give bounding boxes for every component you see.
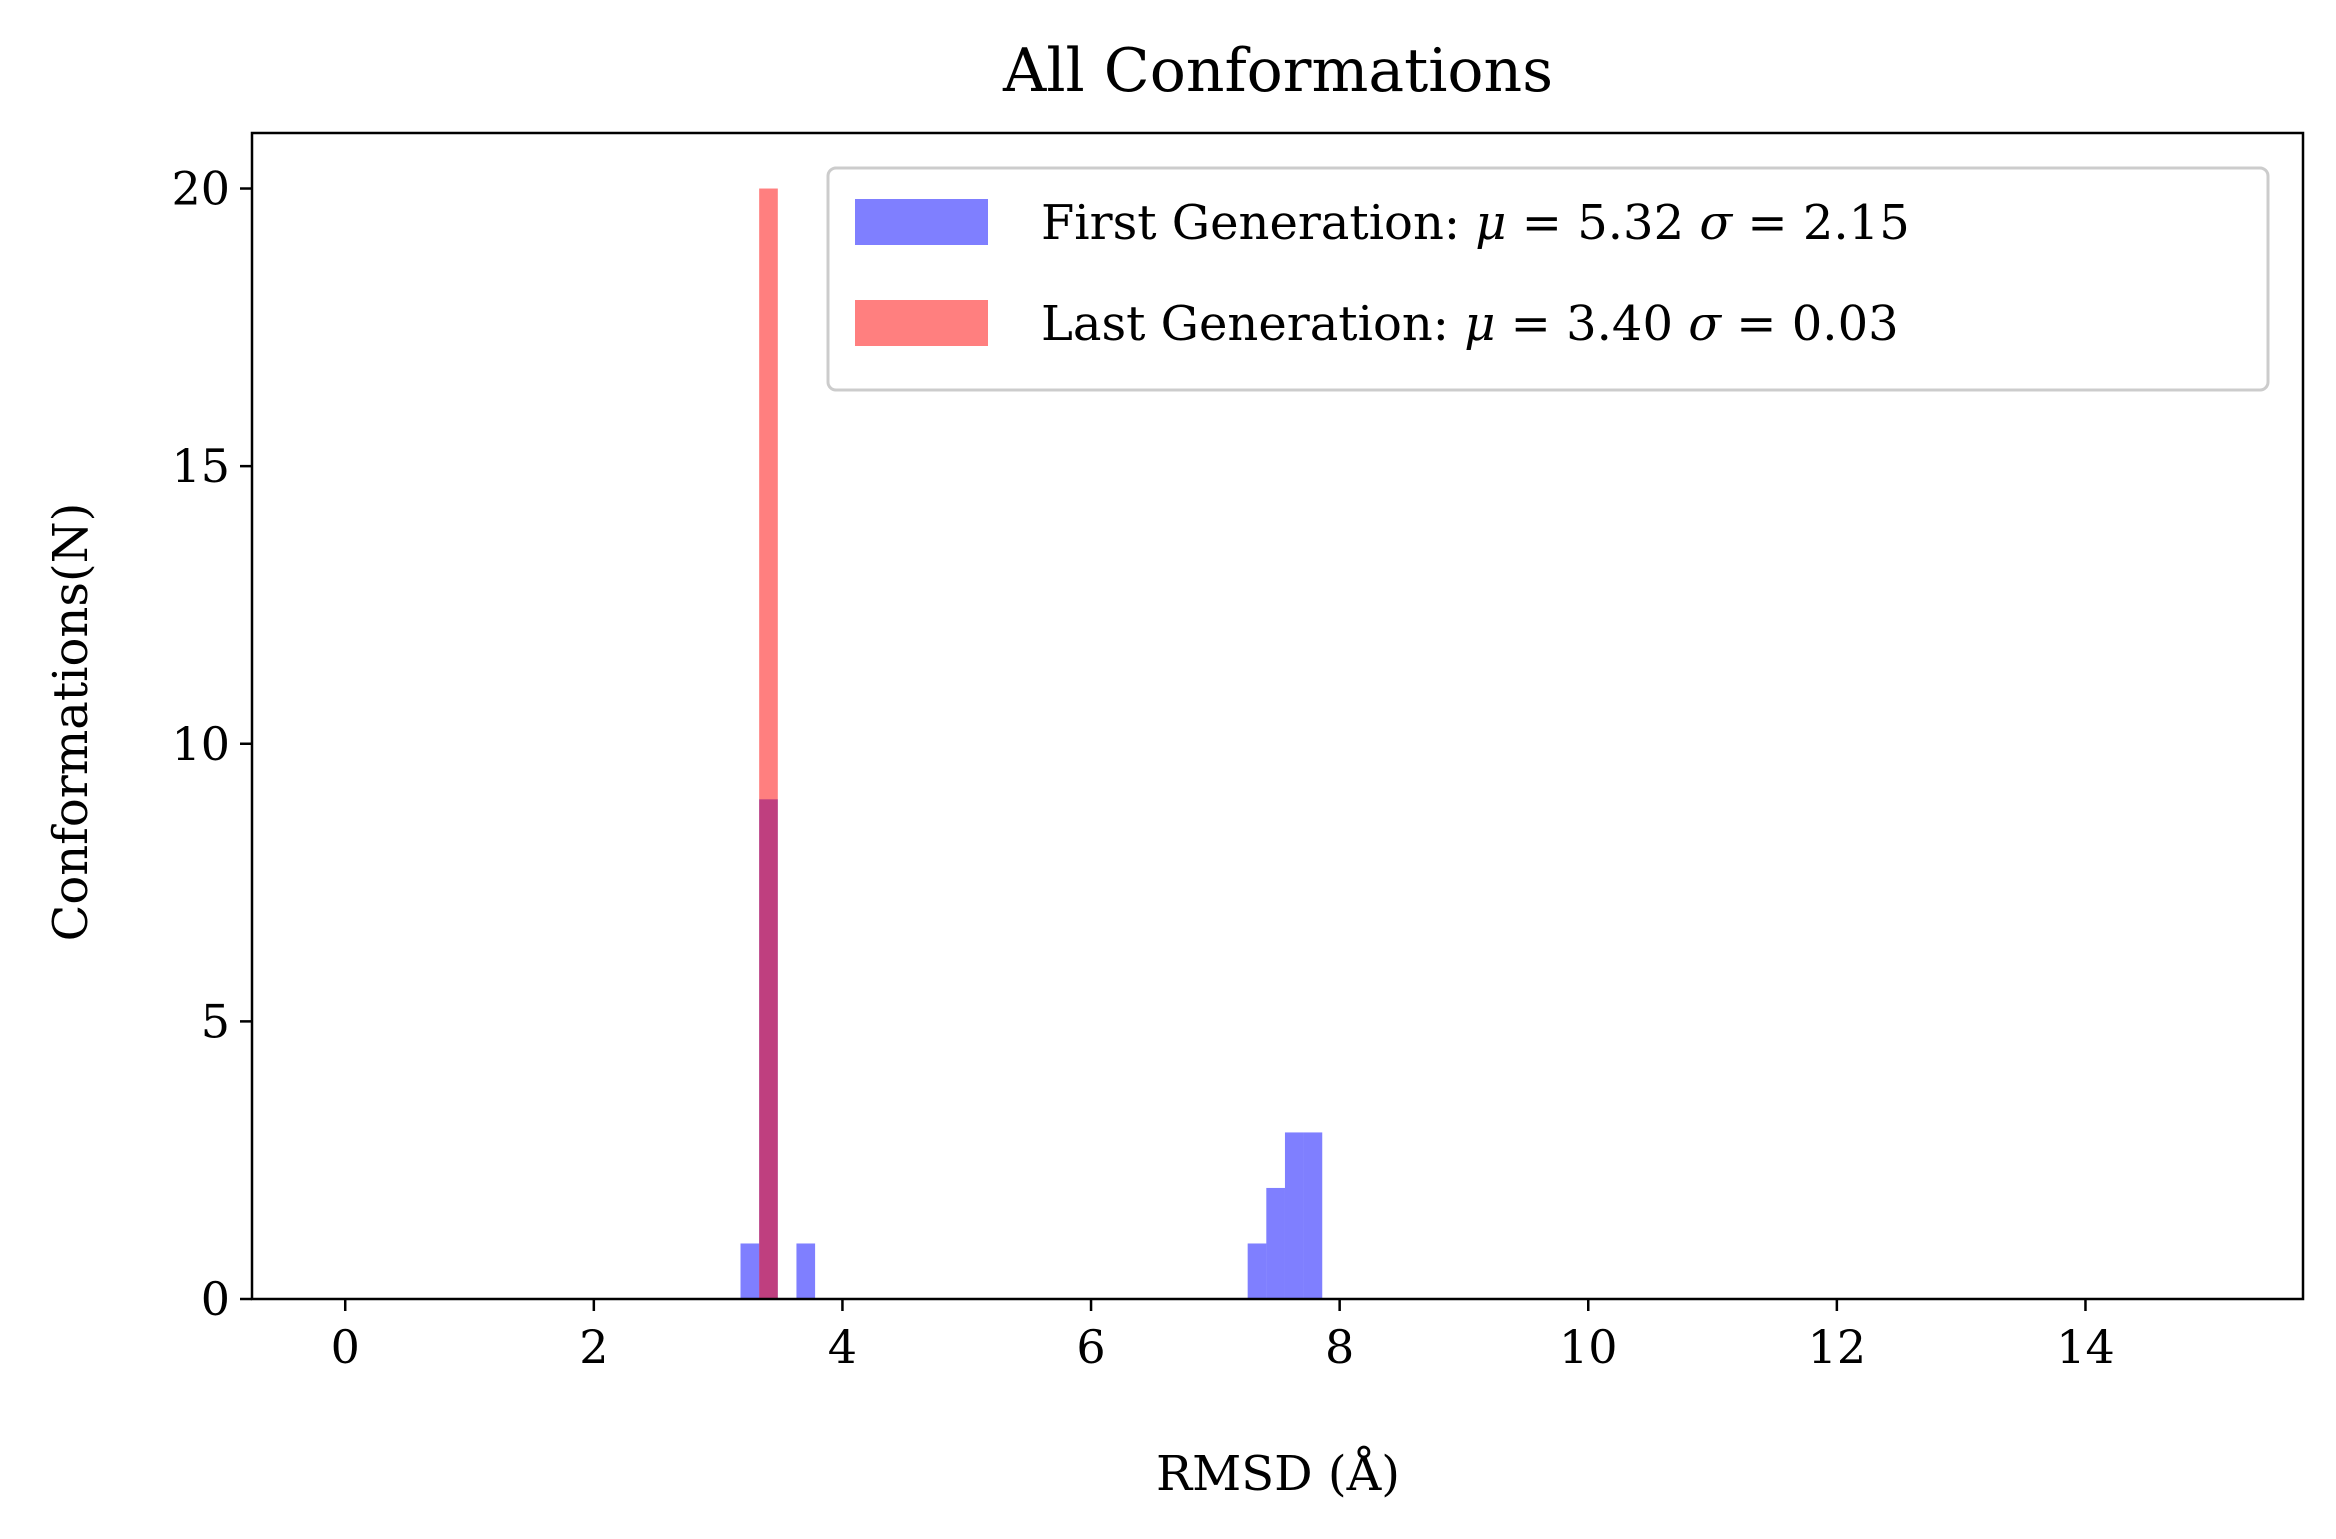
histogram-bar xyxy=(1303,1132,1323,1299)
plot-frame xyxy=(250,131,2305,1301)
x-tick-label: 8 xyxy=(1325,1320,1354,1374)
x-tick-label: 6 xyxy=(1076,1320,1105,1374)
y-tick-label: 15 xyxy=(171,439,230,493)
legend-swatch xyxy=(855,300,988,346)
axes-layer: 0 2 4 6 8 10 12 14 0 5 10 15 20 xyxy=(171,131,2305,1374)
chart-title: All Conformations xyxy=(1002,36,1553,106)
histogram-bar xyxy=(1266,1187,1285,1299)
histogram-bar xyxy=(1284,1132,1304,1299)
histogram-bar xyxy=(796,1243,816,1299)
legend-entry: Last Generation: μ = 3.40 σ = 0.03 xyxy=(855,296,1899,352)
y-tick-label: 20 xyxy=(171,162,230,216)
legend-label: First Generation: μ = 5.32 σ = 2.15 xyxy=(1041,195,1910,251)
legend-box xyxy=(826,166,2270,392)
x-tick-label: 12 xyxy=(1808,1320,1867,1374)
x-tick-label: 0 xyxy=(331,1320,360,1374)
y-tick-label: 0 xyxy=(201,1272,230,1326)
histogram-bar xyxy=(740,1243,760,1299)
legend-swatch xyxy=(855,199,988,245)
x-axis-title: RMSD (Å) xyxy=(1156,1445,1400,1502)
y-tick-label: 10 xyxy=(171,717,230,771)
bars-layer xyxy=(740,188,1323,1299)
y-tick-label: 5 xyxy=(201,994,230,1048)
series-2-bars xyxy=(759,188,778,1299)
y-axis-title: Conformations(N) xyxy=(43,503,99,942)
x-tick-label: 4 xyxy=(828,1320,857,1374)
x-tick-label: 10 xyxy=(1559,1320,1618,1374)
legend-entry: First Generation: μ = 5.32 σ = 2.15 xyxy=(855,195,1910,251)
x-tick-label: 2 xyxy=(579,1320,608,1374)
legend: First Generation: μ = 5.32 σ = 2.15 Last … xyxy=(826,166,2270,392)
histogram-bar xyxy=(759,188,778,1299)
legend-label: Last Generation: μ = 3.40 σ = 0.03 xyxy=(1041,296,1899,352)
x-tick-label: 14 xyxy=(2056,1320,2115,1374)
histogram-bar xyxy=(1247,1243,1267,1299)
